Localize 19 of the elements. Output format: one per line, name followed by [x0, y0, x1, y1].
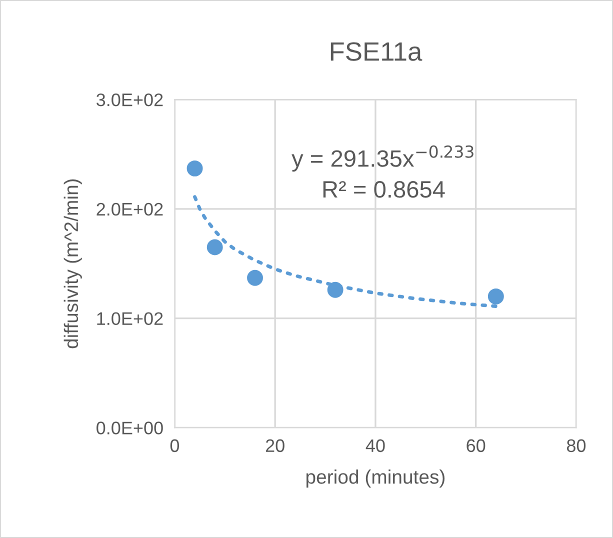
y-tick-label: 2.0E+02	[96, 202, 163, 216]
y-axis-title: diffusivity (m^2/min)	[64, 179, 82, 348]
point	[186, 160, 203, 176]
point	[206, 239, 223, 256]
y-tick-label: 1.0E+02	[97, 312, 163, 326]
annotation: R² = 0.8654	[323, 181, 445, 198]
y-tick-label: 0.0E+00	[96, 422, 163, 434]
point	[327, 282, 344, 298]
x-axis-title: period (minutes)	[306, 470, 445, 488]
x-tick-label: 0	[170, 439, 180, 452]
y-tick-label: 3.0E+02	[96, 93, 163, 106]
x-tick-label: 40	[366, 439, 385, 452]
point	[488, 288, 504, 304]
x-tick-label: 60	[466, 439, 486, 452]
chart-title: FSE11a	[330, 42, 422, 61]
x-tick-label: 20	[266, 439, 284, 452]
annotation: y = 291.35x$^{−0.233}$	[292, 145, 474, 172]
x-tick-label: 80	[566, 439, 586, 452]
point	[247, 270, 263, 286]
